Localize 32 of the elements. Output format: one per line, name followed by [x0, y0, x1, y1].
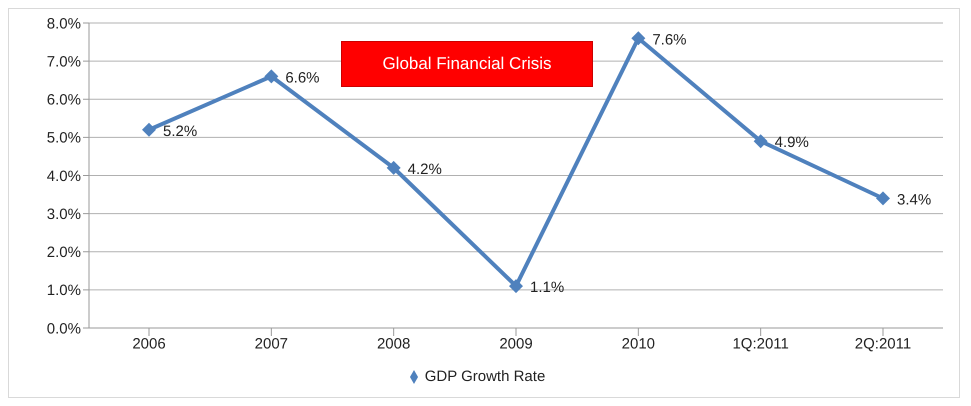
x-tick-label: 2007 [254, 336, 288, 353]
x-tick-label: 2006 [132, 336, 166, 353]
data-label: 7.6% [652, 31, 687, 48]
point [509, 279, 523, 294]
x-tick-label: 2008 [376, 336, 410, 353]
point [631, 31, 646, 46]
y-tick-label: 5.0% [46, 130, 81, 147]
point [876, 191, 890, 206]
note-box: Global Financial Crisis [341, 41, 593, 87]
y-tick-label: 0.0% [46, 320, 81, 338]
x-tick-label: 1Q:2011 [732, 336, 789, 353]
point [754, 134, 768, 148]
legend-label: GDP Growth Rate [424, 368, 546, 385]
y-tick-label: 3.0% [46, 206, 81, 223]
data-label: 3.4% [897, 191, 932, 208]
point [386, 160, 401, 175]
y-tick-label: 8.0% [46, 15, 81, 32]
data-label: 4.9% [774, 134, 809, 152]
x-tick-label: 2009 [499, 336, 533, 353]
data-label: 5.2% [163, 122, 198, 140]
data-label: 4.2% [408, 160, 442, 178]
y-tick-label: 6.0% [46, 92, 81, 109]
y-tick-label: 2.0% [46, 244, 81, 262]
point [142, 122, 156, 137]
x-tick-label: 2Q:2011 [854, 336, 912, 353]
y-tick-label: 4.0% [46, 168, 81, 185]
data-label: 1.1% [530, 279, 564, 296]
point [264, 69, 278, 84]
y-tick-label: 7.0% [46, 53, 81, 70]
y-tick-label: 1.0% [46, 282, 81, 300]
data-label: 6.6% [285, 69, 320, 86]
x-tick-label: 2010 [622, 336, 656, 353]
